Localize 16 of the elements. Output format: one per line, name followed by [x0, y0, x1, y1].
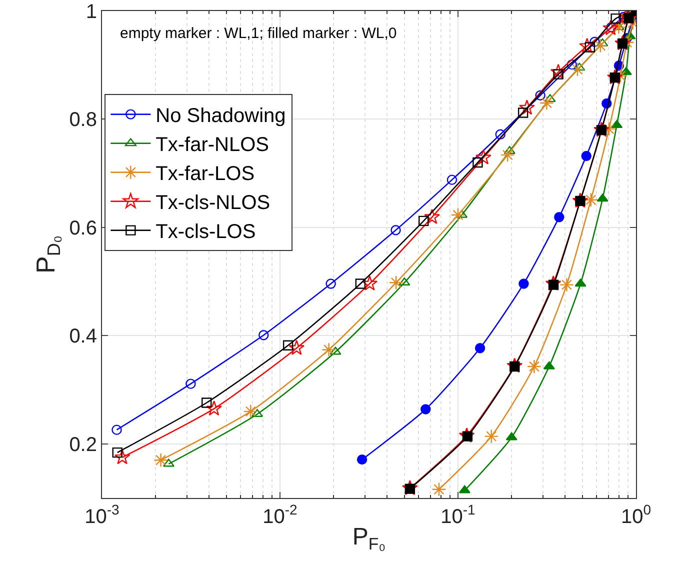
legend-label: Tx-cls-LOS	[156, 221, 256, 244]
y-tick-label: 1	[86, 1, 97, 23]
y-tick-label: 0.6	[69, 217, 97, 240]
legend-label: No Shadowing	[156, 105, 286, 128]
legend-label: Tx-far-LOS	[156, 163, 255, 186]
x-tick-label: 10$^{-1}$	[440, 502, 476, 528]
annotation: empty marker : WL,1; filled marker : WL,0	[120, 25, 397, 42]
x-tick-label: 10$^{-2}$	[262, 502, 298, 528]
x-tick-label: 10$^{-3}$	[84, 502, 120, 528]
legend-label: Tx-cls-NLOS	[156, 192, 270, 214]
x-tick-label: 10$^{0}$	[620, 502, 652, 528]
y-tick-label: 0.8	[69, 109, 97, 132]
y-tick-label: 0.2	[69, 434, 97, 456]
y-tick-label: 0.4	[69, 326, 97, 348]
legend-label: Tx-far-NLOS	[156, 134, 270, 156]
x-axis-title: P$_{F₀}$	[352, 523, 386, 554]
